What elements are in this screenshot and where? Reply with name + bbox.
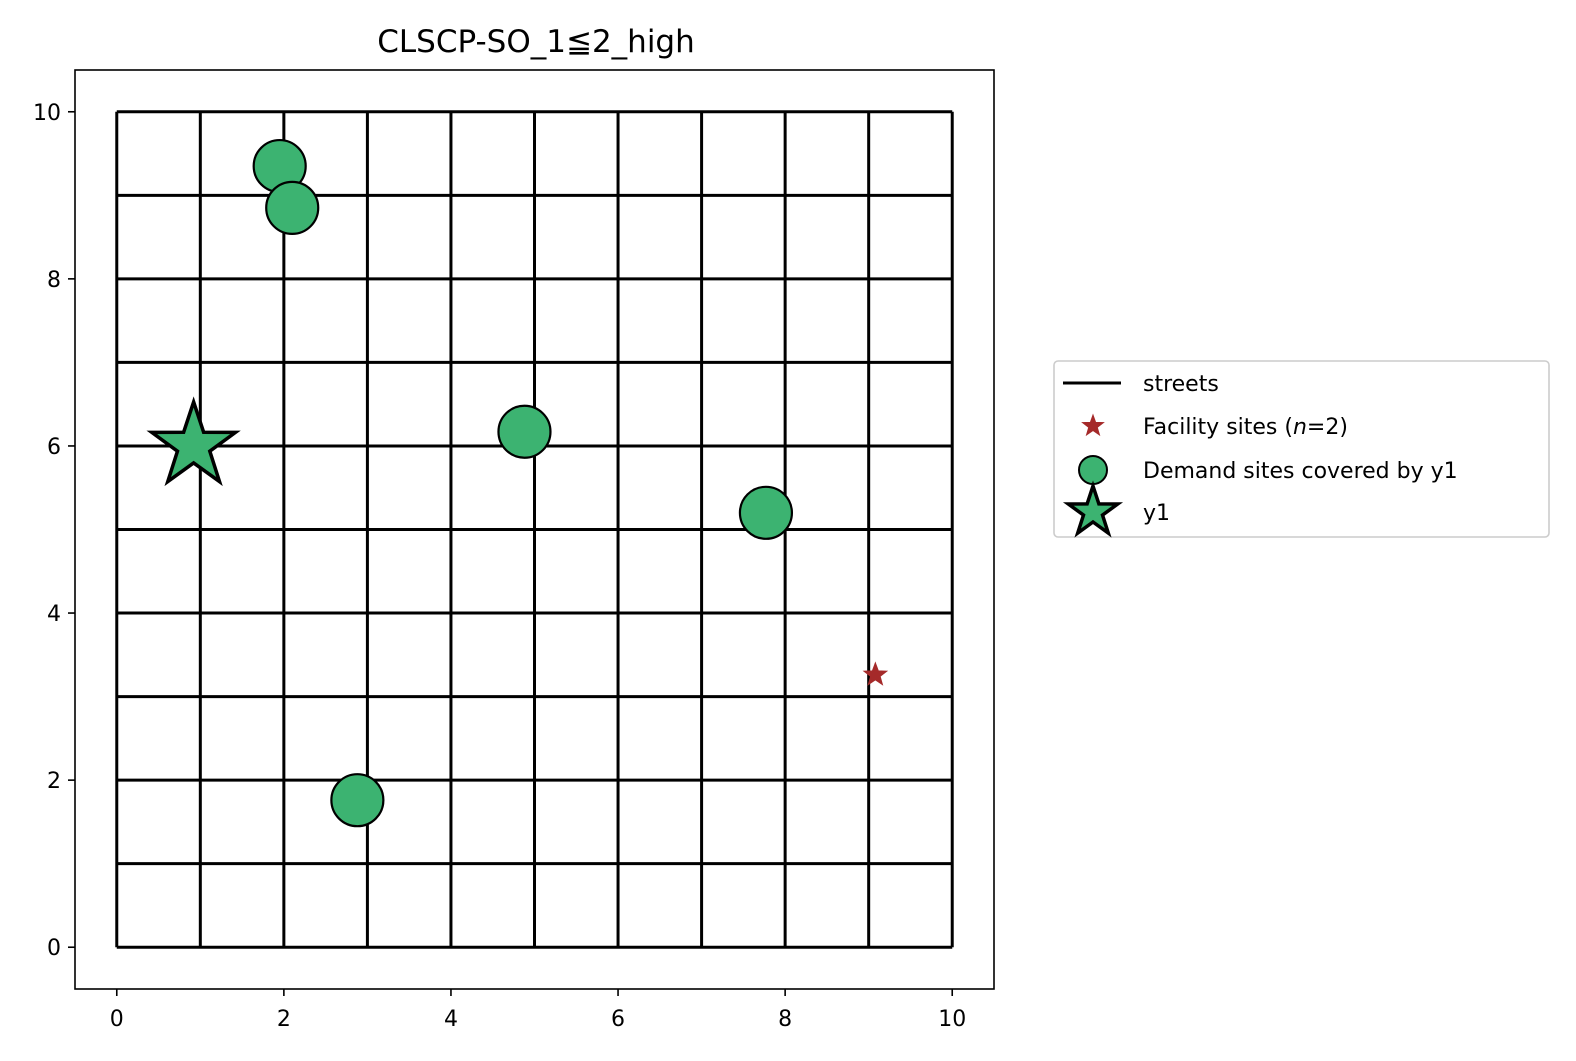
y-tick-label: 10 [33, 101, 61, 126]
y-tick-label: 6 [47, 435, 61, 460]
data-points [146, 138, 889, 828]
chart-title: CLSCP-SO_1≦2_high [377, 24, 695, 60]
demand-site-point [497, 404, 552, 459]
x-axis: 0 2 4 6 8 10 [110, 989, 966, 1032]
y-tick-label: 4 [47, 602, 61, 627]
legend-label: y1 [1143, 501, 1170, 526]
y-tick-label: 2 [47, 769, 61, 794]
x-tick-label: 4 [444, 1007, 458, 1032]
demand-site-point [738, 485, 794, 540]
x-tick-label: 2 [277, 1007, 291, 1032]
legend-marker-demand-circle [1078, 455, 1108, 485]
selected-facility-y1-point [146, 396, 241, 487]
x-tick-label: 0 [110, 1007, 124, 1032]
legend-label: Facility sites (n=2) [1143, 415, 1348, 440]
y-axis: 0 2 4 6 8 10 [33, 101, 75, 961]
legend-frame [1053, 360, 1550, 538]
demand-site-point [265, 180, 320, 235]
legend-marker-facility-star [1081, 413, 1105, 437]
x-tick-label: 8 [778, 1007, 792, 1032]
streets [115, 110, 954, 949]
y-tick-label: 0 [47, 936, 61, 961]
legend-label: streets [1143, 372, 1219, 397]
legend-label: Demand sites covered by y1 [1143, 459, 1458, 484]
demand-site-point [330, 773, 385, 828]
plot-frame [74, 69, 995, 990]
facility-site-point [862, 661, 889, 686]
x-tick-label: 10 [938, 1007, 966, 1032]
x-tick-label: 6 [611, 1007, 625, 1032]
legend: streets Facility sites (n=2) Demand sites … [1053, 360, 1550, 538]
legend-marker-y1-star [1062, 480, 1124, 538]
y-tick-label: 8 [47, 268, 61, 293]
